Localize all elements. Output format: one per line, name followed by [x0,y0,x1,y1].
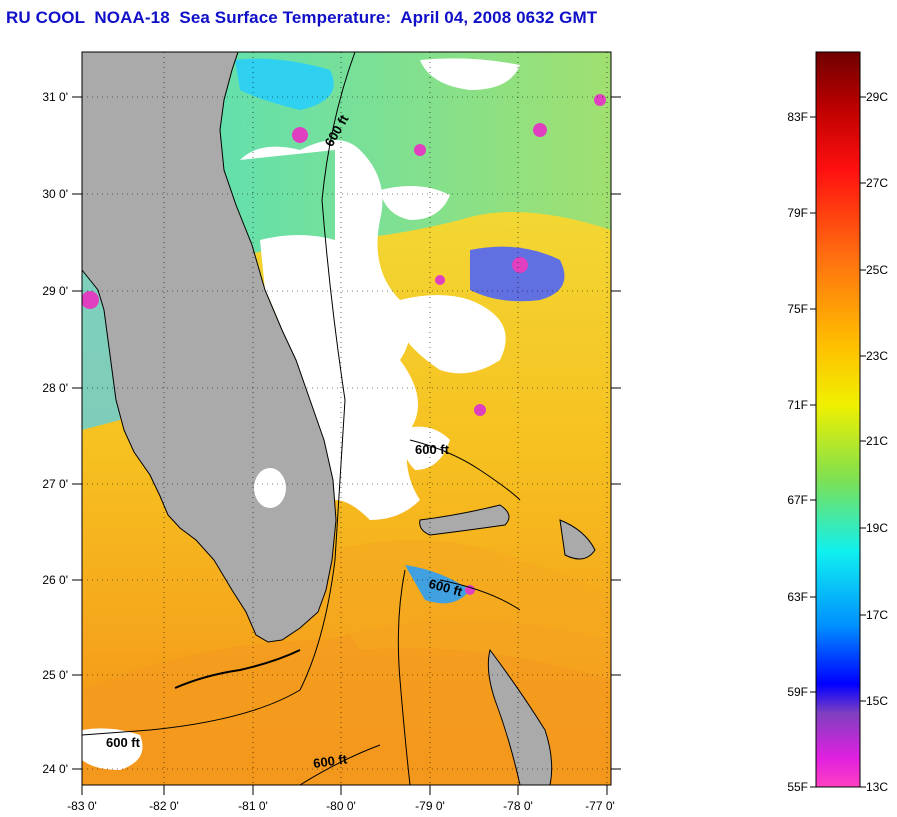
graticule [82,52,611,785]
axis-ticks [72,96,621,795]
colorbar-c-label: 19C [866,521,888,535]
cloud-cover [82,728,143,770]
lon-label: -83 0' [67,799,97,813]
cloud-cover [380,186,450,220]
andros-island [487,648,553,785]
contour-label: 600 ft [312,751,348,771]
colorbar-f-label: 71F [787,398,808,412]
cloud-cover [420,58,520,90]
colorbar-c-label: 23C [866,349,888,363]
lat-label: 27 0' [42,477,68,491]
lon-label: -79 0' [415,799,445,813]
florida-keys [174,649,301,689]
lon-label: -82 0' [149,799,179,813]
colorbar-f-label: 67F [787,493,808,507]
colorbar-f-label: 83F [787,110,808,124]
cold-patch [235,58,334,110]
lon-label: -81 0' [238,799,268,813]
colorbar-c-label: 21C [866,434,888,448]
abaco-island [559,519,596,560]
colorbar-c-label: 29C [866,90,888,104]
colorbar-f-label: 79F [787,206,808,220]
lat-label: 28 0' [42,381,68,395]
cold-patch [405,565,470,604]
lon-label: -77 0' [585,799,615,813]
warm-water [82,620,611,785]
lat-label: 31 0' [42,90,68,104]
lake-okeechobee [254,468,286,508]
colorbar-c-label: 25C [866,263,888,277]
lat-label: 25 0' [42,668,68,682]
colorbar-f-label: 75F [787,302,808,316]
contour-label: 600 ft [106,735,141,750]
cold-patch [470,246,565,302]
map-image [82,52,611,785]
lon-label: -78 0' [503,799,533,813]
cloud-cover [240,140,420,520]
colorbar-f-label: 55F [787,780,808,794]
colorbar-f-label: 59F [787,685,808,699]
colorbar-c-label: 15C [866,694,888,708]
colorbar: 83F 79F 75F 71F 67F 63F 59F 55F 29C 27C … [787,51,888,794]
map-title: RU COOL NOAA-18 Sea Surface Temperature:… [6,8,598,27]
colorbar-gradient [815,51,861,788]
lat-label: 26 0' [42,573,68,587]
colorbar-c-label: 17C [866,608,888,622]
colorbar-f-label: 63F [787,590,808,604]
colorbar-c-label: 13C [866,780,888,794]
lon-label: -80 0' [326,799,356,813]
lat-label: 29 0' [42,284,68,298]
map-frame [81,51,612,786]
lat-label: 30 0' [42,187,68,201]
cloud-cover [400,295,506,374]
colorbar-ticks [810,96,866,788]
lat-label: 24 0' [42,762,68,776]
cloud-cover [400,426,450,470]
contour-label: 600 ft [415,442,450,457]
warm-water-east [300,540,611,680]
colorbar-c-label: 27C [866,176,888,190]
grand-bahama [419,504,510,536]
